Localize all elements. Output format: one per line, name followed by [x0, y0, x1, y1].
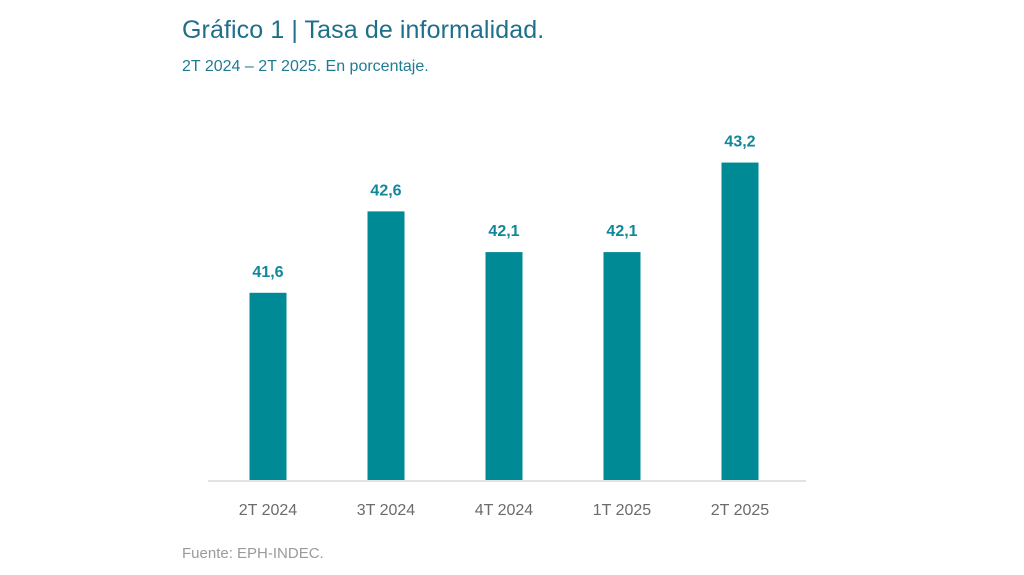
x-tick-label: 2T 2025	[711, 502, 770, 519]
x-tick-label: 4T 2024	[475, 502, 534, 519]
value-label: 42,1	[488, 223, 519, 240]
value-label: 41,6	[252, 264, 283, 281]
bar-3t-2024	[367, 211, 405, 480]
chart-title: Gráfico 1 | Tasa de informalidad.	[182, 16, 545, 44]
chart-source: Fuente: EPH-INDEC.	[182, 545, 324, 562]
value-label: 42,1	[606, 223, 637, 240]
bar-2t-2024	[249, 292, 287, 480]
value-label: 42,6	[370, 182, 401, 199]
x-tick-label: 1T 2025	[593, 502, 652, 519]
bar-2t-2025	[721, 162, 759, 480]
x-tick-label: 2T 2024	[239, 502, 298, 519]
chart-subtitle: 2T 2024 – 2T 2025. En porcentaje.	[182, 58, 429, 75]
bar-4t-2024	[485, 252, 523, 480]
value-label: 43,2	[724, 134, 755, 151]
bar-1t-2025	[603, 252, 641, 480]
x-tick-label: 3T 2024	[357, 502, 416, 519]
